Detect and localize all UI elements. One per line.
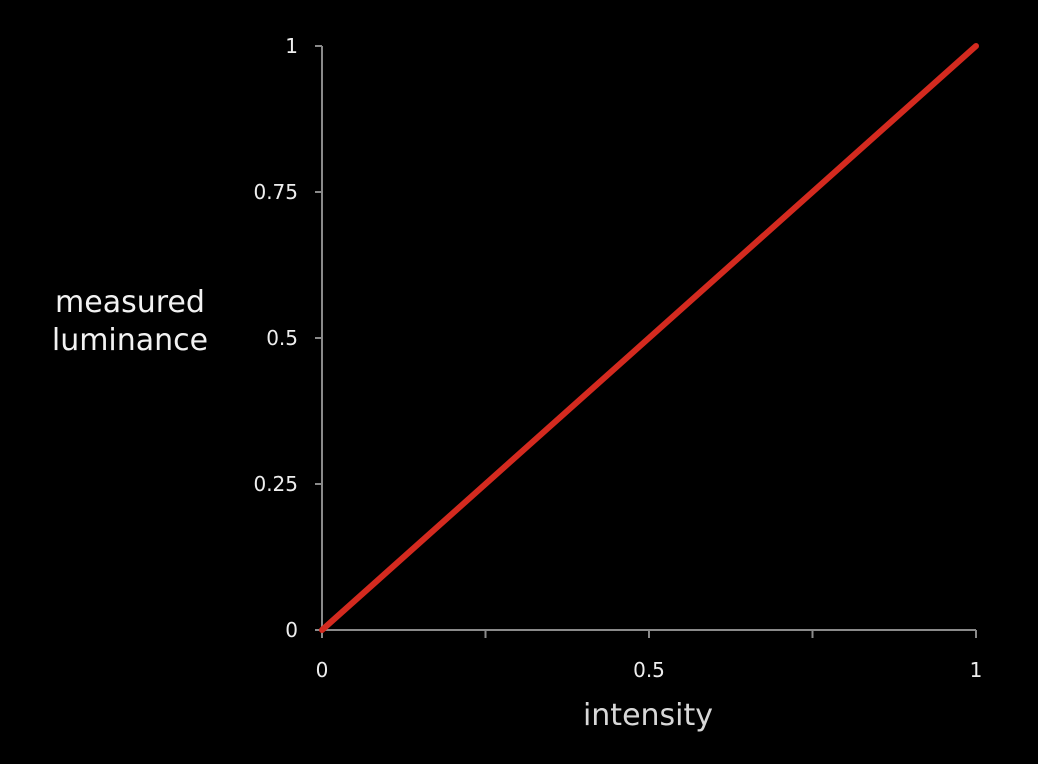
series-line xyxy=(319,43,979,633)
y-axis-label: measured luminance xyxy=(30,284,230,360)
y-axis-label-line-2: luminance xyxy=(51,323,209,358)
y-tick-label: 0.25 xyxy=(253,472,298,496)
y-tick-label: 0.5 xyxy=(266,326,298,350)
x-tick-label: 0.5 xyxy=(633,658,665,682)
x-tick-label: 1 xyxy=(970,658,983,682)
y-axis-label-line-1: measured xyxy=(55,285,205,320)
x-axis-label: intensity xyxy=(582,698,714,733)
y-tick-label: 0.75 xyxy=(253,180,298,204)
y-tick-label: 0 xyxy=(285,618,298,642)
series-layer xyxy=(319,43,979,633)
y-tick-label: 1 xyxy=(285,34,298,58)
x-tick-label: 0 xyxy=(316,658,329,682)
ticks: 0 0.25 0.5 0.75 1 0 0.5 1 xyxy=(253,34,982,682)
